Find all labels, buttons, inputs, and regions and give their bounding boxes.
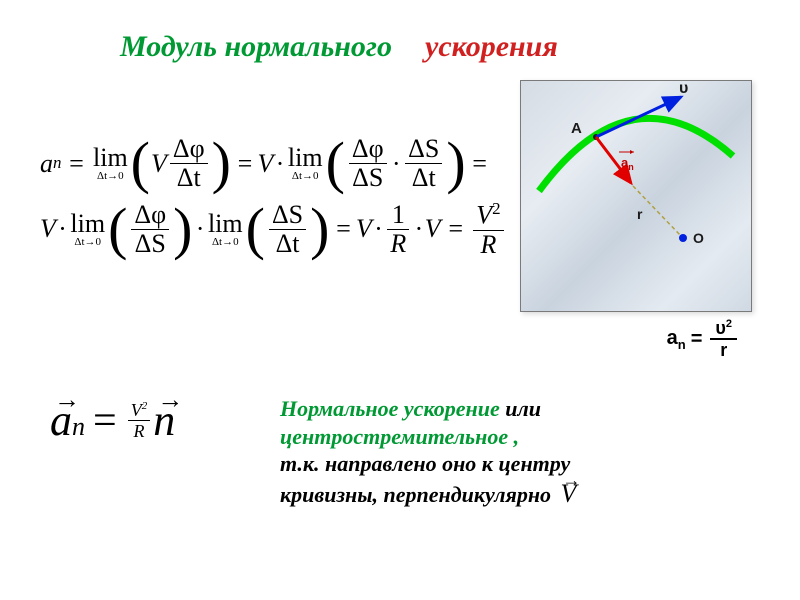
slide-title: Модуль нормального ускорения [120, 30, 558, 64]
desc-line1: Нормальное ускорение или [280, 395, 720, 423]
frac-dphi-ds: Δφ ΔS [349, 135, 387, 192]
lim-sub4: Δt→0 [212, 237, 239, 248]
vector-formula: → an = V2 R → n [50, 395, 175, 446]
desc4: кривизны, перпендикулярно [280, 482, 551, 507]
diagram-panel: A υ an r O [520, 80, 752, 312]
R2: R [477, 231, 499, 259]
lim3: lim Δt→0 [70, 211, 105, 248]
vec-R: R [130, 421, 147, 441]
dot3: · [59, 216, 66, 242]
frac-1-R: 1 R [387, 201, 409, 258]
var-V3: V [40, 216, 56, 242]
eq4: = [334, 216, 352, 242]
eq2: = [236, 151, 254, 177]
desc1b: или [500, 396, 541, 421]
dS3: ΔS [132, 230, 169, 258]
lim4: lim Δt→0 [208, 211, 243, 248]
label-an: an [621, 155, 634, 172]
V2num: V [476, 201, 492, 230]
vec-sq: 2 [142, 400, 148, 412]
lim-text4: lim [208, 211, 243, 237]
label-v: υ [679, 81, 688, 97]
derivation-block: an = lim Δt→0 ( V Δφ Δt ) = V · lim Δt→0… [40, 135, 507, 267]
dot2: · [393, 151, 400, 177]
label-r: r [637, 206, 643, 222]
lim-text3: lim [70, 211, 105, 237]
frac-ds-dt: ΔS Δt [405, 135, 442, 192]
description: Нормальное ускорение или центростремител… [280, 395, 720, 510]
vec-n: → n [153, 395, 175, 446]
desc-V: → V [557, 479, 577, 508]
df-a: an [667, 327, 686, 352]
df-frac: υ2 r [710, 318, 737, 360]
desc3: т.к. направлено оно к центру [280, 450, 720, 478]
derivation-line2: V · lim Δt→0 ( Δφ ΔS ) · lim Δt→0 ( ΔS Δ… [40, 200, 507, 259]
point-O [679, 234, 687, 242]
var-V: V [151, 151, 167, 177]
paren2: ( Δφ ΔS · ΔS Δt ) [325, 135, 467, 192]
dS: ΔS [349, 164, 386, 192]
var-V5: V [425, 216, 441, 242]
lim-text2: lim [288, 145, 323, 171]
arrow-a: → [54, 385, 80, 415]
var-V2: V [258, 151, 274, 177]
frac-V2-R: V2 R [473, 200, 503, 259]
dphi: Δφ [170, 135, 208, 163]
eq: = [67, 151, 85, 177]
dot6: · [415, 216, 422, 242]
eq3: = [471, 151, 489, 177]
lim-sub: Δt→0 [97, 171, 124, 182]
dS2: ΔS [405, 135, 442, 163]
desc1a: Нормальное ускорение [280, 396, 500, 421]
lim1: lim Δt→0 [93, 145, 128, 182]
one: 1 [389, 201, 408, 229]
lim-sub3: Δt→0 [74, 237, 101, 248]
paren4: ( ΔS Δt ) [245, 201, 331, 258]
dt2: Δt [409, 164, 439, 192]
lim-text: lim [93, 145, 128, 171]
R: R [387, 230, 409, 258]
dot: · [276, 151, 283, 177]
a-sub: n [72, 412, 85, 441]
dot5: · [375, 216, 382, 242]
eq5: = [447, 216, 465, 242]
title-part1: Модуль нормального [120, 30, 392, 63]
lim2: lim Δt→0 [288, 145, 323, 182]
label-A: A [571, 120, 582, 137]
paren3: ( Δφ ΔS ) [107, 201, 193, 258]
dphi2: Δφ [349, 135, 387, 163]
dot4: · [196, 216, 203, 242]
df-eq: = [691, 328, 703, 351]
sub-n: n [53, 155, 61, 172]
dt4: Δt [273, 230, 303, 258]
vec-frac: V2 R [128, 400, 151, 441]
frac4: ΔS Δt [269, 201, 306, 258]
sq: 2 [492, 199, 500, 218]
vec-eq: = [93, 397, 117, 445]
diagram-formula: an = υ2 r [667, 318, 740, 360]
desc2: центростремительное , [280, 423, 720, 451]
dS4: ΔS [269, 201, 306, 229]
dt: Δt [174, 164, 204, 192]
var-V4: V [356, 216, 372, 242]
var-a: a [40, 151, 53, 177]
diagram-svg: A υ an r O [521, 81, 751, 311]
arrow-n: → [157, 385, 183, 415]
derivation-line1: an = lim Δt→0 ( V Δφ Δt ) = V · lim Δt→0… [40, 135, 507, 192]
paren1: ( V Δφ Δt ) [130, 135, 232, 192]
frac-dphi-dt: Δφ Δt [170, 135, 208, 192]
title-part2: ускорения [425, 30, 558, 63]
frac3: Δφ ΔS [131, 201, 169, 258]
dphi3: Δφ [131, 201, 169, 229]
lim-sub2: Δt→0 [292, 171, 319, 182]
vec-a: → an [50, 395, 85, 446]
desc-line4: кривизны, перпендикулярно → V [280, 478, 720, 511]
label-O: O [693, 230, 704, 246]
vec-V: V [131, 400, 142, 420]
arc [539, 118, 733, 191]
